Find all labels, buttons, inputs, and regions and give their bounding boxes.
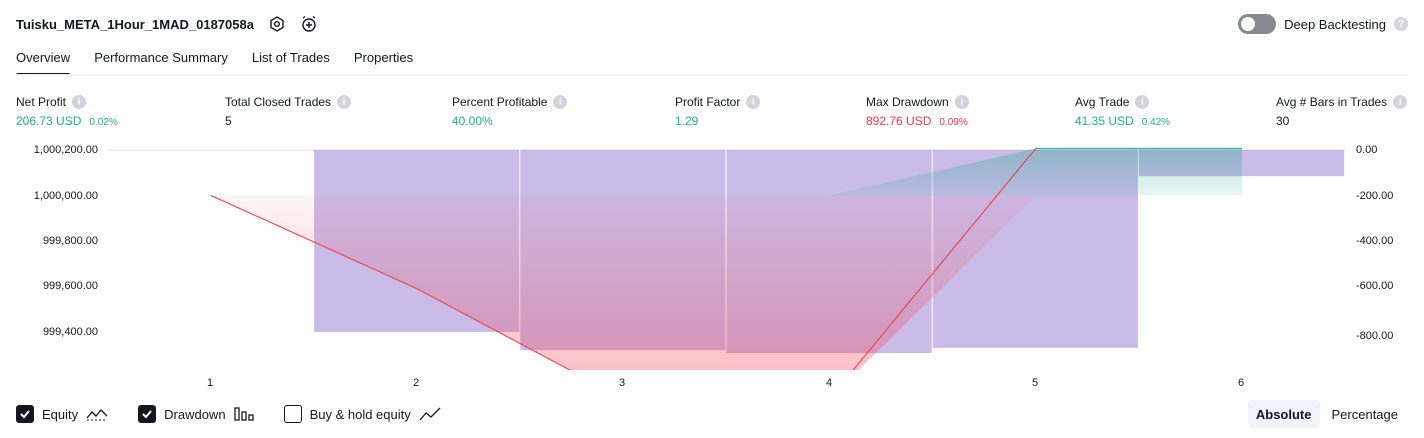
metric-label: Total Closed Trades [225,95,332,109]
left-axis-tick: 999,400.00 [42,326,98,338]
tab-properties[interactable]: Properties [353,50,414,65]
strategy-header: Tuisku_META_1Hour_1MAD_0187058a [16,12,318,36]
tab-list-of-trades[interactable]: List of Trades [251,50,330,65]
metric-value: 40.00% [452,114,493,128]
legend-label: Buy & hold equity [309,406,411,422]
x-tick: 6 [1238,377,1245,389]
checkbox-unchecked-icon[interactable] [283,405,302,423]
report-tabs: Overview Performance Summary List of Tra… [16,46,413,76]
add-alert-icon[interactable] [300,15,318,33]
legend-label: Drawdown [164,406,226,422]
metric-label: Avg Trade [1075,95,1130,109]
metric-label: Profit Factor [675,95,741,109]
info-icon[interactable]: i [337,95,352,109]
metric-percent: 0.09% [939,117,968,128]
right-axis-tick: -800.00 [1356,330,1394,342]
metric-total-closed-trades: Total Closed Trades i 5 [225,94,352,130]
metric-percent-profitable: Percent Profitable i 40.00% [452,94,568,130]
equity-loss-area [211,195,1242,370]
mode-absolute-button[interactable]: Absolute [1247,400,1320,428]
equity-drawdown-chart [108,147,1345,370]
metric-max-drawdown: Max Drawdown i 892.76 USD 0.09% [866,94,969,130]
x-tick: 4 [826,377,833,389]
equity-line-segment [210,195,418,290]
right-axis-tick: -200.00 [1356,190,1394,202]
metric-label: Max Drawdown [866,95,949,109]
tab-overview[interactable]: Overview [16,46,71,76]
mode-percentage-button[interactable]: Percentage [1331,406,1399,422]
x-tick: 3 [619,377,626,389]
info-icon[interactable]: i [553,95,568,109]
equity-line-icon [86,409,108,421]
help-icon[interactable]: ? [1394,17,1408,31]
buy-hold-line-icon [419,407,441,421]
deep-backtesting-toggle[interactable] [1238,14,1277,34]
info-icon[interactable]: i [746,95,761,109]
metric-profit-factor: Profit Factor i 1.29 [675,94,761,130]
metric-value: 30 [1276,114,1290,128]
deep-backtesting-label: Deep Backtesting [1284,16,1386,32]
metric-value: 41.35 USD [1075,114,1134,128]
metric-label: Net Profit [16,95,67,109]
metric-value: 1.29 [675,114,699,128]
legend-label: Equity [42,406,79,422]
checkbox-checked-icon[interactable] [16,405,34,423]
info-icon[interactable]: i [72,95,87,109]
metric-avg-trade: Avg Trade i 41.35 USD 0.42% [1075,94,1170,130]
right-axis-tick: -600.00 [1356,280,1394,292]
metric-net-profit: Net Profit i 206.73 USD 0.02% [16,94,118,130]
drawdown-bars-icon [233,407,254,421]
metric-value: 892.76 USD [866,114,932,128]
x-tick: 1 [207,377,214,389]
metric-percent: 0.42% [1141,117,1171,128]
legend-equity[interactable]: Equity [16,403,108,425]
left-axis-tick: 999,600.00 [42,280,98,292]
metric-label: Percent Profitable [452,95,548,109]
metric-avg-bars-in-trades: Avg # Bars in Trades i 30 [1276,94,1408,130]
left-axis-tick: 999,800.00 [42,235,98,247]
settings-icon[interactable] [268,15,286,33]
x-tick: 2 [413,377,420,389]
equity-line-segment [852,148,1037,370]
chart-legend: Equity Drawdown Buy & hold equity [16,403,441,425]
tabs-divider [16,74,1408,76]
value-mode-switch: Absolute Percentage [1247,400,1406,428]
metric-label: Avg # Bars in Trades [1276,95,1388,109]
metric-percent: 0.02% [89,117,118,128]
legend-drawdown[interactable]: Drawdown [138,403,254,425]
left-axis-tick: 1,000,200.00 [33,144,98,156]
info-icon[interactable]: i [1135,95,1150,109]
metric-value: 206.73 USD [16,114,82,128]
strategy-name: Tuisku_META_1Hour_1MAD_0187058a [16,16,254,32]
equity-gain-area [211,148,1242,196]
checkbox-checked-icon[interactable] [138,405,157,423]
tab-performance-summary[interactable]: Performance Summary [94,50,228,65]
equity-line-segment [416,288,571,370]
legend-buy-hold-equity[interactable]: Buy & hold equity [283,403,441,425]
info-icon[interactable]: i [954,95,969,109]
right-axis-tick: 0.00 [1356,144,1378,156]
x-tick: 5 [1032,377,1039,389]
right-axis-tick: -400.00 [1356,235,1394,247]
deep-backtesting: Deep Backtesting ? [1238,12,1408,36]
left-axis-tick: 1,000,000.00 [33,190,98,202]
info-icon[interactable]: i [1393,95,1408,109]
metric-value: 5 [225,114,232,128]
